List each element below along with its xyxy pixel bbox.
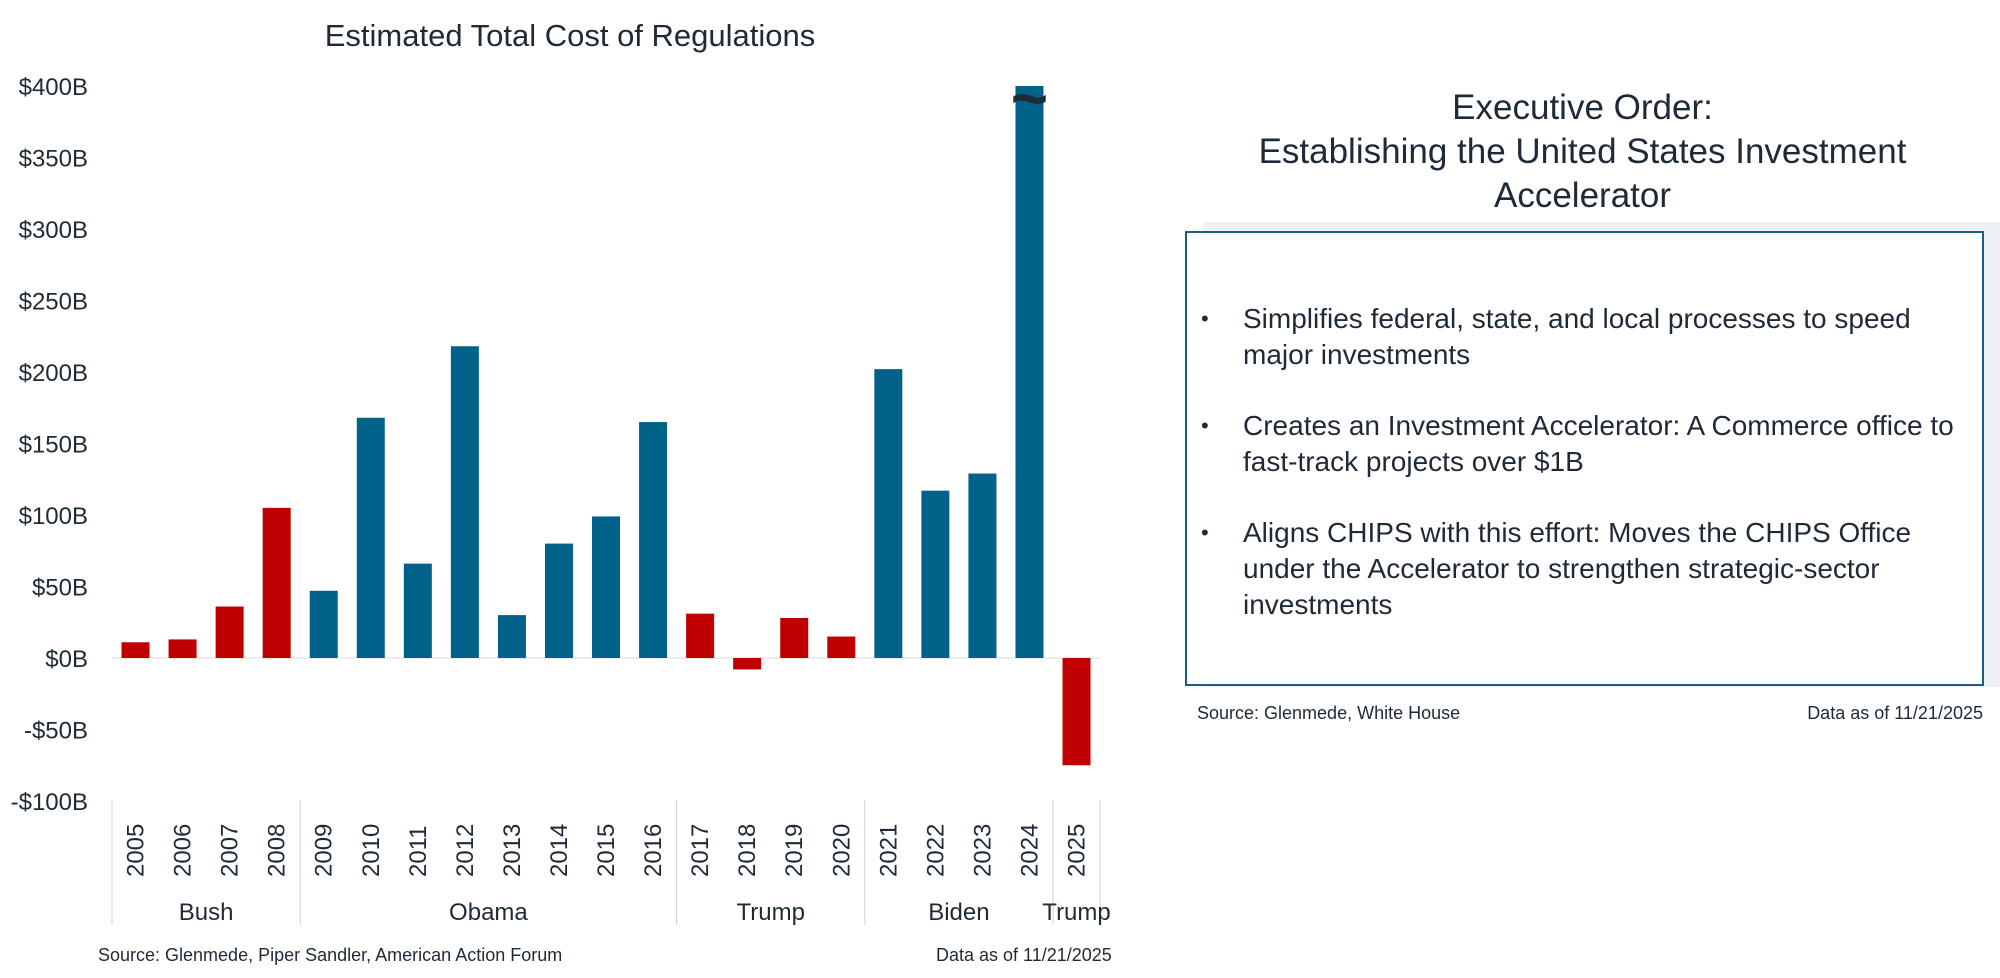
x-tick-label: 2014 xyxy=(546,824,573,877)
bar xyxy=(121,642,150,658)
bar xyxy=(733,658,762,670)
y-tick-label: $300B xyxy=(19,217,88,244)
bar xyxy=(544,543,573,658)
administration-label: Trump xyxy=(1042,899,1110,926)
x-tick-label: 2007 xyxy=(217,824,244,877)
x-tick-label: 2005 xyxy=(123,824,150,877)
bar xyxy=(215,606,244,658)
executive-order-bullet: • Simplifies federal, state, and local p… xyxy=(1201,301,1973,373)
y-tick-label: -$100B xyxy=(11,789,88,816)
executive-order-bullet: • Creates an Investment Accelerator: A C… xyxy=(1201,408,1973,480)
x-tick-label: 2024 xyxy=(1016,824,1043,877)
administration-label: Bush xyxy=(179,899,234,926)
bullet-marker: • xyxy=(1201,413,1209,438)
x-tick-label: 2010 xyxy=(358,824,385,877)
executive-order-data-date: Data as of 11/21/2025 xyxy=(1807,703,1983,723)
bar xyxy=(874,369,903,658)
bar xyxy=(592,516,621,658)
administration-label: Trump xyxy=(736,899,804,926)
y-tick-label: $50B xyxy=(32,575,88,602)
bar xyxy=(639,422,668,658)
executive-order-source: Source: Glenmede, White House xyxy=(1197,703,1461,723)
x-tick-label: 2020 xyxy=(828,824,855,877)
x-tick-label: 2022 xyxy=(922,824,949,877)
x-tick-label: 2019 xyxy=(781,824,808,877)
bar xyxy=(309,590,338,658)
administration-label: Biden xyxy=(928,899,989,926)
x-tick-label: 2018 xyxy=(734,824,761,877)
y-tick-label: -$50B xyxy=(24,718,88,745)
chart-title: Estimated Total Cost of Regulations xyxy=(324,18,816,53)
chart-data-date: Data as of 11/21/2025 xyxy=(936,945,1112,965)
truncation-marker: ~ xyxy=(1011,62,1048,134)
y-tick-label: $200B xyxy=(19,360,88,387)
x-tick-label: 2009 xyxy=(311,824,338,877)
executive-order-bullet-text: Simplifies federal, state, and local pro… xyxy=(1243,303,1911,370)
bar xyxy=(168,639,197,658)
bar xyxy=(262,507,291,658)
executive-order-bullet-list: • Simplifies federal, state, and local p… xyxy=(1201,301,1973,658)
x-tick-label: 2012 xyxy=(452,824,479,877)
y-tick-label: $400B xyxy=(19,74,88,101)
bar-chart: $400B $350B $300B $250B $200B $150B $100B $50B $… xyxy=(11,62,1111,926)
y-tick-label: $350B xyxy=(19,146,88,173)
administration-label: Obama xyxy=(449,899,528,926)
bar xyxy=(1015,86,1044,658)
executive-order-bullet-text: Aligns CHIPS with this effort: Moves the… xyxy=(1243,517,1912,620)
x-tick-label: 2023 xyxy=(969,824,996,877)
bullet-marker: • xyxy=(1201,306,1209,331)
x-tick-label: 2008 xyxy=(264,824,291,877)
x-tick-label: 2006 xyxy=(170,824,197,877)
x-tick-label: 2016 xyxy=(640,824,667,877)
executive-order-title-line: Establishing the United States Investmen… xyxy=(1258,132,1907,171)
y-tick-label: $100B xyxy=(19,503,88,530)
x-tick-label: 2025 xyxy=(1064,824,1091,877)
bar xyxy=(968,473,997,658)
x-tick-label: 2013 xyxy=(499,824,526,877)
executive-order-box: • Simplifies federal, state, and local p… xyxy=(1185,231,1984,686)
x-tick-label: 2017 xyxy=(687,824,714,877)
y-tick-label: $150B xyxy=(19,432,88,459)
bar xyxy=(686,613,715,658)
y-tick-label: $0B xyxy=(45,646,88,673)
y-tick-label: $250B xyxy=(19,289,88,316)
x-tick-label: 2021 xyxy=(875,824,902,877)
bar xyxy=(780,617,809,658)
bar xyxy=(356,417,385,658)
executive-order-bullet: • Aligns CHIPS with this effort: Moves t… xyxy=(1201,515,1973,623)
bullet-marker: • xyxy=(1201,520,1209,545)
executive-order-title-line: Accelerator xyxy=(1493,176,1672,215)
bar xyxy=(827,636,856,658)
executive-order-bullet-text: Creates an Investment Accelerator: A Com… xyxy=(1243,410,1954,477)
bar xyxy=(450,346,479,658)
bar xyxy=(1062,658,1091,766)
bar xyxy=(497,615,526,658)
bar xyxy=(921,490,950,658)
x-tick-label: 2011 xyxy=(405,825,432,877)
x-tick-label: 2015 xyxy=(593,824,620,877)
executive-order-title: Executive Order: Establishing the United… xyxy=(1185,86,1980,218)
bar xyxy=(403,563,432,658)
executive-order-title-line: Executive Order: xyxy=(1452,88,1713,127)
chart-source: Source: Glenmede, Piper Sandler, America… xyxy=(98,945,563,965)
